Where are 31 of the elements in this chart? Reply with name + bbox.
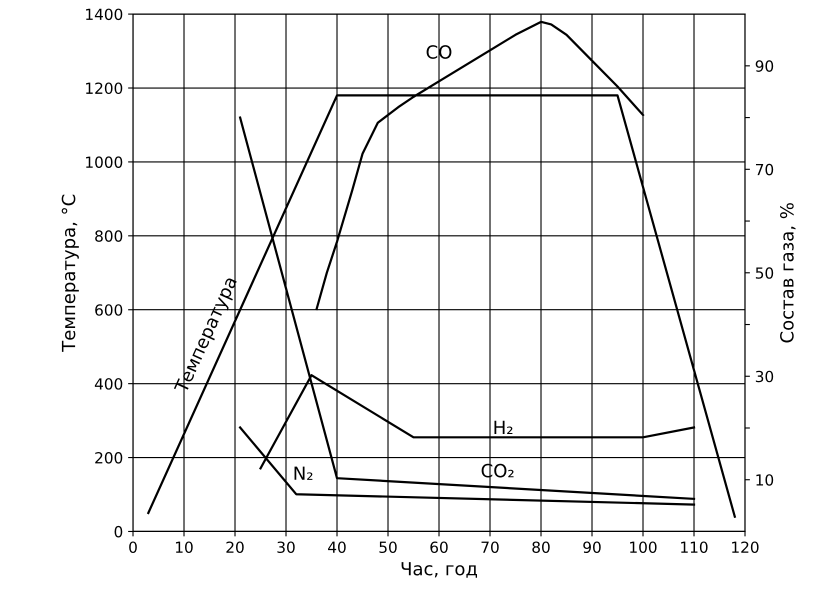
y2-axis-title: Состав газа, % [780,203,796,342]
y-tick-label: 1000 [86,156,122,168]
x-tick-label: 10 [176,541,193,554]
x-tick-label: 50 [379,541,397,554]
x-tick-label: 20 [226,541,244,554]
y-tick-label: 200 [95,452,122,464]
y-tick-label: 600 [95,304,122,316]
x-tick-label: 0 [129,541,137,554]
x-tick-label: 100 [630,541,657,554]
x-tick-label: 30 [277,541,295,554]
x-tick-label: 70 [482,541,499,554]
x-tick-label: 80 [532,541,550,554]
y-tick-label: 1400 [86,8,122,20]
y2-tick-label: 70 [756,164,774,176]
x-tick-label: 110 [681,541,708,554]
x-tick-label: 60 [430,541,448,554]
y2-tick-label: 90 [756,60,774,72]
y2-tick-label: 10 [756,474,774,486]
y-tick-label: 800 [95,230,122,242]
x-tick-label: 90 [583,541,601,554]
y-tick-label: 400 [94,378,122,390]
x-tick-label: 120 [732,541,759,554]
series-label: H₂ [494,420,512,434]
series-label: N₂ [294,466,312,480]
y2-tick-label: 30 [756,370,774,382]
x-tick-label: 40 [328,541,346,554]
y-axis-title: Температура, °С [62,194,79,352]
x-axis-title: Час, год [402,562,477,578]
y-tick-label: 0 [114,526,122,538]
y2-tick-label: 50 [756,267,774,279]
y-tick-label: 1200 [86,82,122,94]
